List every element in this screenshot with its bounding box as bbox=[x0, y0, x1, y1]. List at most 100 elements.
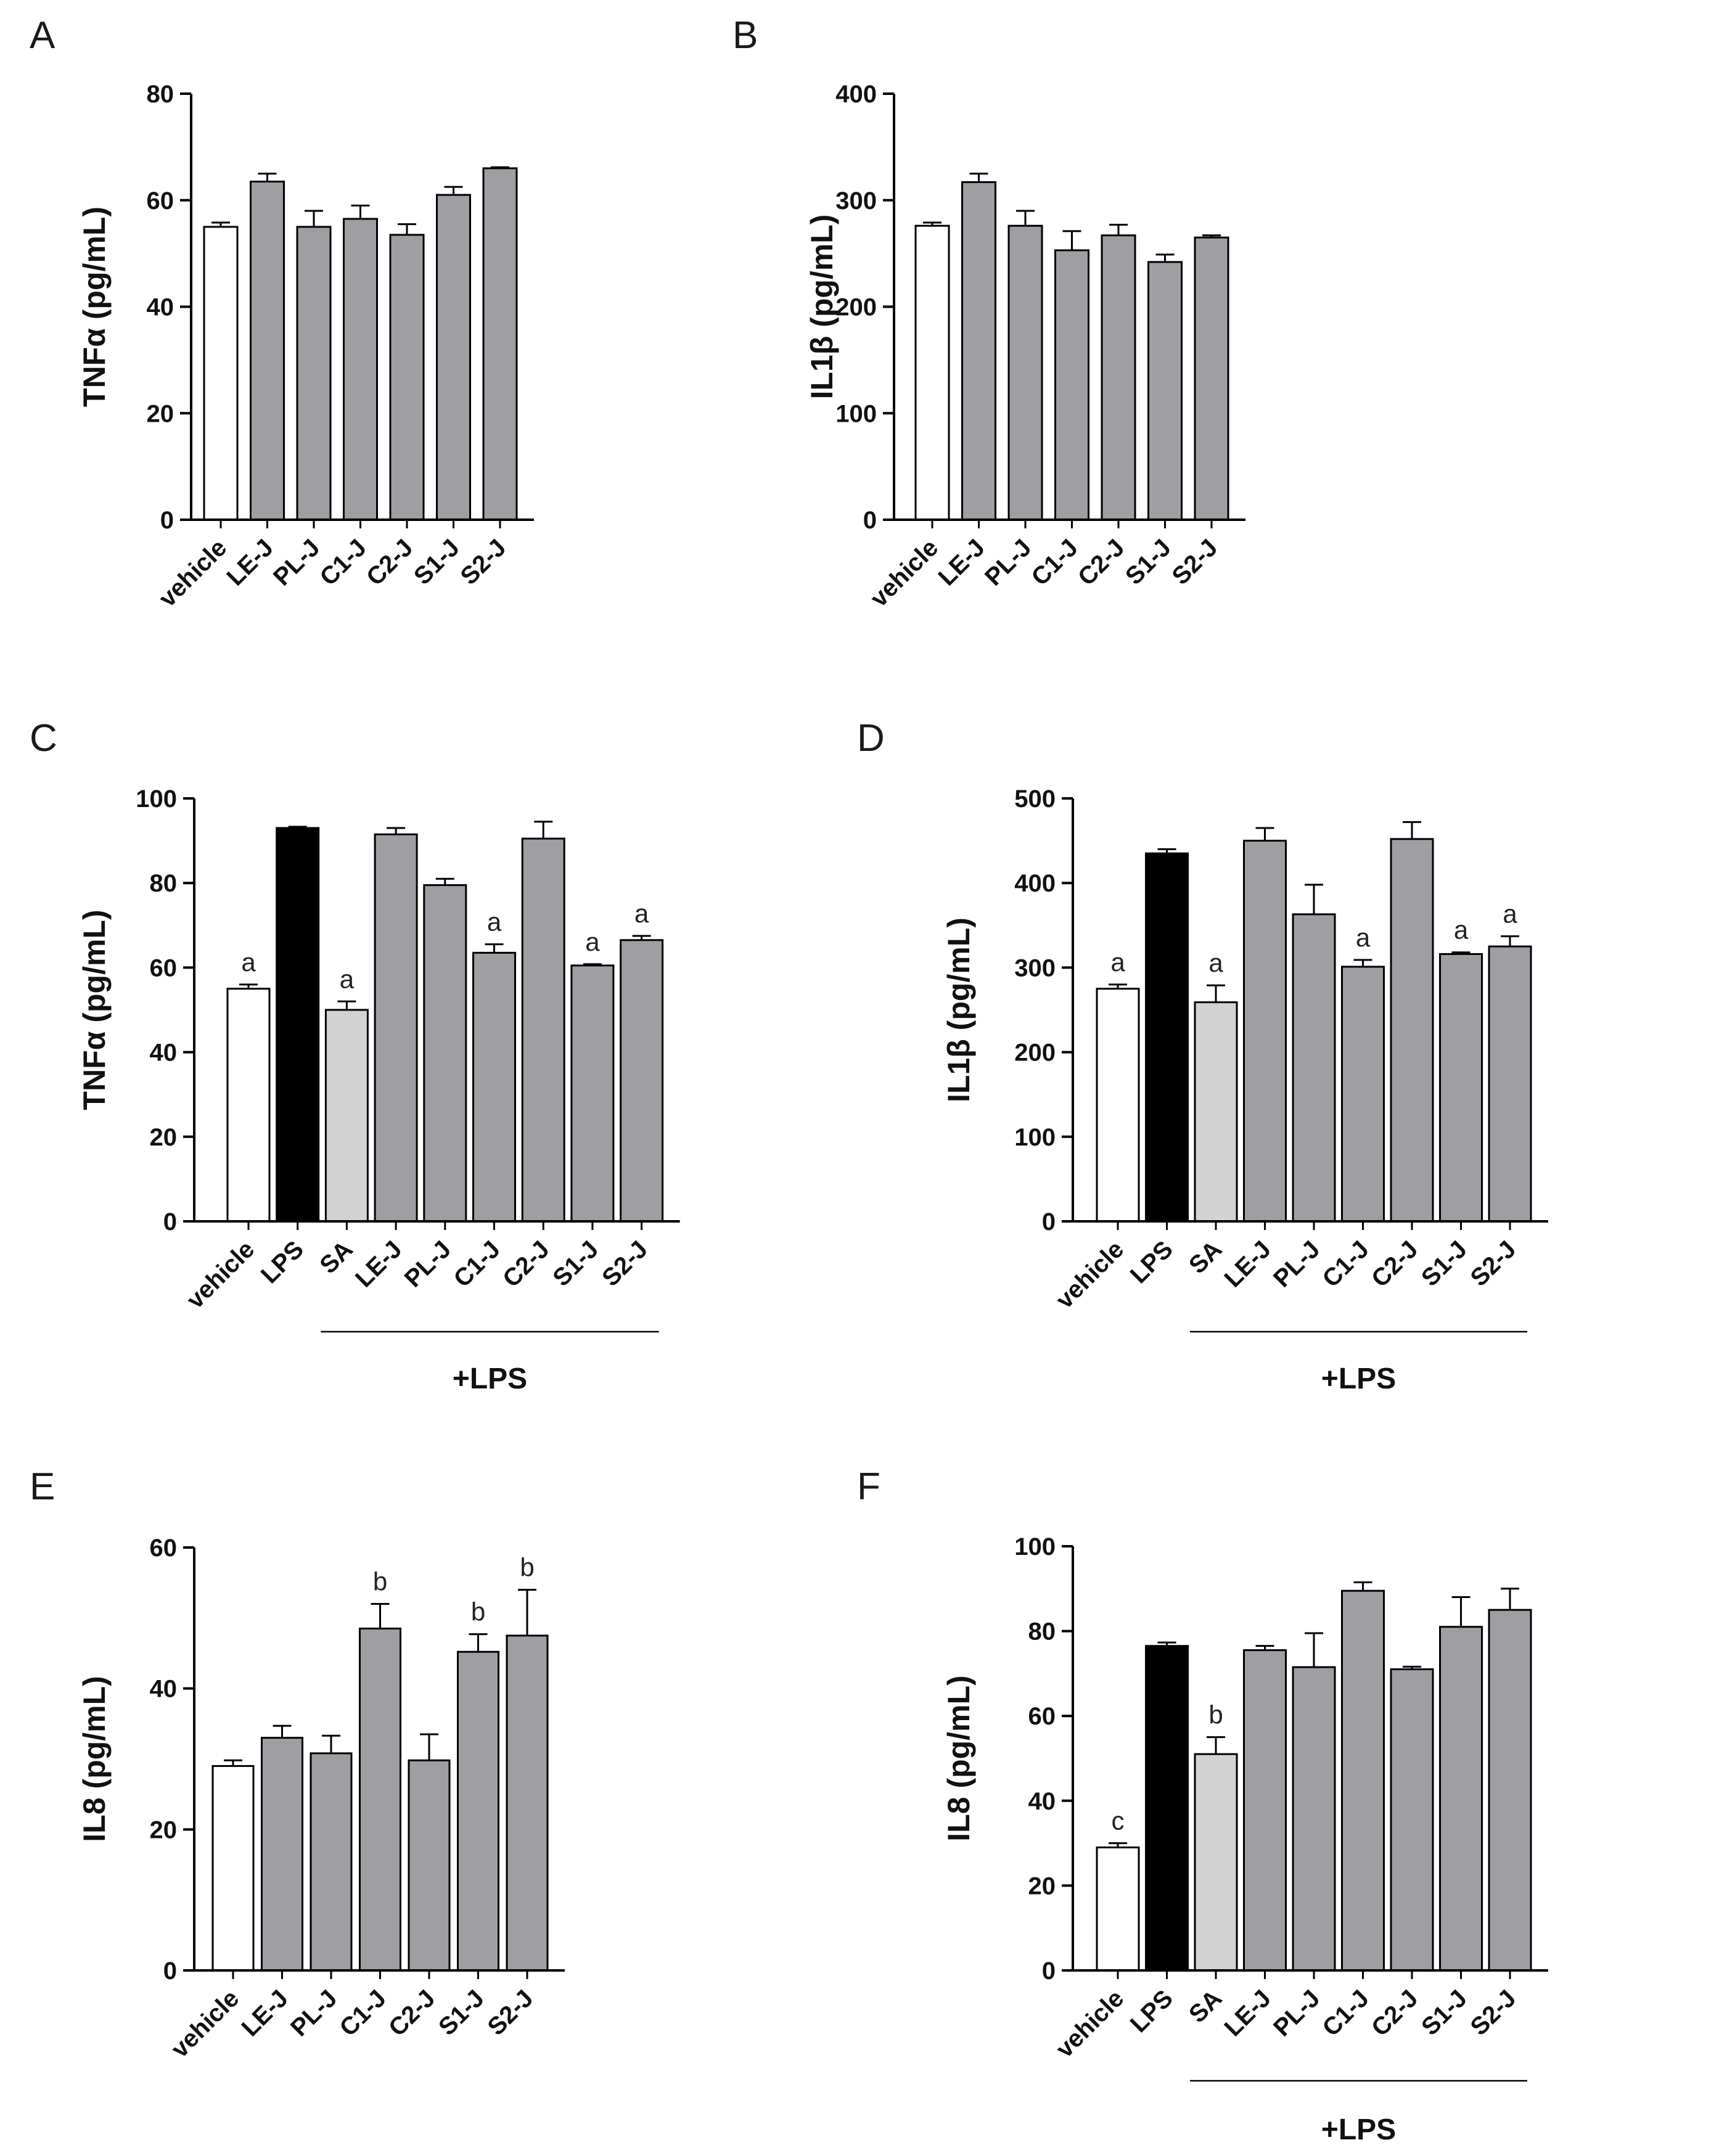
significance-letter: a bbox=[634, 899, 649, 928]
x-tick-label: vehicle bbox=[166, 1985, 244, 2063]
x-tick-label: C1-J bbox=[448, 1236, 505, 1292]
bar bbox=[1439, 953, 1483, 1223]
bar bbox=[261, 1737, 303, 1972]
bar bbox=[250, 181, 285, 521]
y-tick-label: 0 bbox=[863, 507, 877, 534]
y-axis-label: IL8 (pg/mL) bbox=[77, 1676, 112, 1842]
bar bbox=[1054, 249, 1089, 521]
y-tick-label: 100 bbox=[835, 400, 877, 427]
y-tick-label: 0 bbox=[160, 507, 174, 534]
x-tick-label: LPS bbox=[1125, 1985, 1178, 2038]
x-tick-label: vehicle bbox=[181, 1236, 260, 1314]
significance-letter: a bbox=[487, 908, 502, 937]
x-tick-label: C2-J bbox=[1366, 1236, 1423, 1292]
y-tick-label: 400 bbox=[1014, 870, 1056, 897]
panel-B: B IL1β (pg/mL) vehicleLE-JPL-JC1-JC2-JS1-J… bbox=[732, 14, 1245, 612]
y-tick-label: 40 bbox=[150, 1039, 178, 1067]
y-tick-label: 60 bbox=[1028, 1703, 1056, 1730]
x-tick-label: C2-J bbox=[384, 1985, 440, 2041]
bar bbox=[296, 226, 332, 521]
group-label: +LPS bbox=[1321, 2113, 1396, 2146]
y-tick-label: 40 bbox=[1028, 1788, 1056, 1815]
bar bbox=[226, 988, 271, 1223]
bar bbox=[1194, 236, 1229, 521]
bar bbox=[472, 951, 516, 1223]
significance-letter: a bbox=[1454, 916, 1469, 945]
bar bbox=[1145, 852, 1189, 1223]
x-tick-label: vehicle bbox=[1051, 1985, 1129, 2063]
x-tick-label: S2-J bbox=[456, 534, 512, 590]
bar bbox=[1439, 1626, 1483, 1972]
bar bbox=[1341, 1589, 1385, 1972]
y-tick-label: 40 bbox=[150, 1676, 178, 1703]
bar bbox=[310, 1752, 353, 1972]
x-tick-label: PL-J bbox=[980, 534, 1036, 591]
bar bbox=[359, 1627, 401, 1972]
bar bbox=[408, 1759, 451, 1972]
y-tick-label: 20 bbox=[150, 1816, 178, 1843]
y-tick-label: 60 bbox=[150, 954, 178, 982]
x-tick-label: LE-J bbox=[221, 534, 278, 591]
bar bbox=[343, 218, 378, 521]
x-tick-label: S2-J bbox=[1466, 1985, 1522, 2041]
x-tick-label: C2-J bbox=[498, 1236, 554, 1292]
bar bbox=[457, 1650, 499, 1972]
y-tick-label: 20 bbox=[150, 1124, 178, 1151]
x-tick-label: C2-J bbox=[1366, 1985, 1423, 2041]
x-tick-label: C1-J bbox=[1317, 1236, 1374, 1292]
x-tick-label: LE-J bbox=[350, 1236, 407, 1292]
y-axis-label: IL8 (pg/mL) bbox=[942, 1675, 976, 1841]
y-axis-label: TNFα (pg/mL) bbox=[77, 207, 112, 407]
significance-letter: b bbox=[520, 1553, 534, 1582]
bar bbox=[1341, 965, 1385, 1223]
bar bbox=[389, 234, 425, 521]
y-tick-label: 200 bbox=[1014, 1039, 1056, 1067]
bar bbox=[1007, 224, 1043, 521]
bar bbox=[914, 224, 950, 521]
bar bbox=[1292, 1666, 1336, 1972]
bar bbox=[1194, 1753, 1238, 1972]
x-tick-label: S1-J bbox=[433, 1985, 490, 2041]
y-tick-label: 300 bbox=[1014, 954, 1056, 982]
significance-letter: a bbox=[585, 927, 600, 956]
y-tick-label: 500 bbox=[1014, 785, 1056, 813]
significance-letter: b bbox=[373, 1567, 387, 1596]
panel-letter: F bbox=[857, 1465, 880, 1508]
significance-letter: b bbox=[471, 1597, 485, 1626]
x-tick-label: C1-J bbox=[1317, 1985, 1374, 2041]
significance-letter: a bbox=[340, 964, 355, 993]
bar bbox=[1488, 945, 1532, 1223]
x-tick-label: C1-J bbox=[334, 1985, 391, 2041]
x-tick-label: S2-J bbox=[483, 1985, 539, 2041]
y-tick-label: 400 bbox=[835, 81, 877, 108]
bar bbox=[1194, 1001, 1238, 1223]
bar bbox=[1488, 1609, 1532, 1972]
y-tick-label: 100 bbox=[1014, 1124, 1056, 1151]
x-tick-label: S1-J bbox=[1416, 1985, 1472, 2041]
y-tick-label: 0 bbox=[163, 1208, 177, 1236]
bar bbox=[1096, 988, 1140, 1223]
bar bbox=[276, 827, 320, 1223]
bar bbox=[620, 939, 664, 1223]
bar bbox=[482, 167, 518, 521]
x-tick-label: LPS bbox=[1125, 1236, 1178, 1289]
x-tick-label: LE-J bbox=[1219, 1985, 1276, 2041]
y-tick-label: 0 bbox=[1042, 1208, 1056, 1236]
x-tick-label: C1-J bbox=[1026, 534, 1083, 591]
panel-letter: C bbox=[30, 717, 57, 760]
panel-letter: B bbox=[732, 14, 758, 57]
y-tick-label: 60 bbox=[147, 187, 174, 215]
x-tick-label: S2-J bbox=[597, 1236, 653, 1292]
significance-letter: c bbox=[1112, 1806, 1125, 1835]
group-label: +LPS bbox=[1321, 1363, 1396, 1395]
bar bbox=[506, 1634, 549, 1972]
y-tick-label: 80 bbox=[150, 870, 178, 897]
y-tick-label: 40 bbox=[147, 294, 174, 321]
x-tick-label: S2-J bbox=[1466, 1236, 1522, 1292]
y-tick-label: 20 bbox=[147, 400, 174, 427]
x-tick-label: PL-J bbox=[1268, 1236, 1325, 1292]
bar bbox=[1101, 234, 1136, 521]
